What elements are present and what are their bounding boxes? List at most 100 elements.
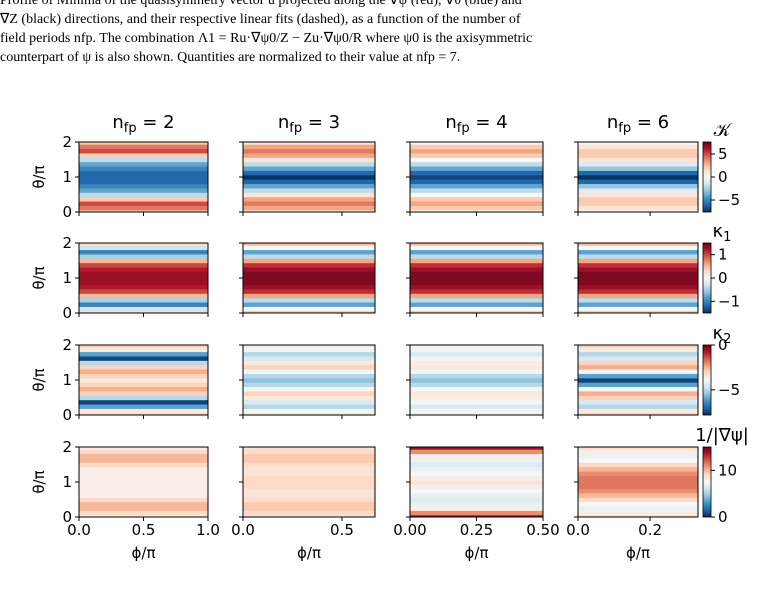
heatmap-band <box>578 497 698 503</box>
heatmap-band <box>79 306 208 312</box>
heatmap-band <box>410 408 543 414</box>
heatmap-band <box>578 360 698 366</box>
heatmap-band <box>243 258 375 264</box>
heatmap-band <box>578 306 698 312</box>
heatmap-band <box>410 293 543 299</box>
heatmap-band <box>578 399 698 405</box>
heatmap-band <box>243 506 375 511</box>
heatmap-band <box>79 284 208 290</box>
heatmap-band <box>410 245 543 251</box>
heatmap-band <box>243 166 375 171</box>
heatmap-band <box>79 364 208 370</box>
heatmap-band <box>410 395 543 401</box>
heatmap-band <box>243 404 375 409</box>
heatmap-band <box>243 275 375 281</box>
colorbar <box>702 446 712 518</box>
heatmap-band <box>410 369 543 374</box>
heatmap-band <box>243 412 375 416</box>
x-tick-label: 0.0 <box>67 521 91 539</box>
heatmap-band <box>410 412 543 416</box>
heatmap-band <box>578 174 698 180</box>
heatmap-band <box>578 148 698 154</box>
heatmap-band <box>578 245 698 251</box>
heatmap-band <box>243 369 375 374</box>
label-base: 1/|∇ψ| <box>695 425 749 446</box>
heatmap-band <box>79 355 208 361</box>
heatmap-band <box>578 267 698 272</box>
heatmap-band <box>79 382 208 388</box>
heatmap-band <box>243 196 375 202</box>
heatmap-band <box>578 253 698 259</box>
y-tick-label: 0 <box>62 304 72 322</box>
heatmap-band <box>410 157 543 163</box>
heatmap-band <box>410 484 543 490</box>
heatmap-band <box>578 284 698 290</box>
heatmap-band <box>243 192 375 198</box>
heatmap-band <box>79 192 208 198</box>
heatmap-band <box>410 201 543 206</box>
colorbar-tick-label: −1 <box>718 292 740 310</box>
heatmap-band <box>79 399 208 405</box>
heatmap-band <box>410 471 543 476</box>
heatmap-band <box>243 347 375 353</box>
heatmap-band <box>410 497 543 503</box>
heatmap-band <box>578 466 698 472</box>
heatmap-band <box>243 449 375 455</box>
heatmap-band <box>410 390 543 396</box>
heatmap-band <box>79 161 208 167</box>
heatmap-band <box>243 245 375 251</box>
heatmap-band <box>243 382 375 388</box>
heatmap-band <box>410 404 543 409</box>
heatmap-band <box>243 447 375 450</box>
title-eq: = 3 <box>302 112 340 133</box>
y-axis-label: θ/π <box>30 165 48 188</box>
heatmap-band <box>243 297 375 303</box>
heatmap-band <box>243 479 375 485</box>
heatmap-band <box>410 377 543 383</box>
heatmap-band <box>410 501 543 507</box>
heatmap-band <box>243 293 375 299</box>
heatmap-band <box>243 386 375 392</box>
heatmap-band <box>243 399 375 405</box>
heatmap-band <box>410 174 543 180</box>
heatmap-band <box>79 275 208 281</box>
heatmap-band <box>243 484 375 490</box>
heatmap-band <box>243 408 375 414</box>
heatmap-band <box>79 510 208 516</box>
heatmap-band <box>578 170 698 176</box>
heatmap-band <box>578 187 698 193</box>
heatmap-band <box>578 471 698 476</box>
heatmap-band <box>243 201 375 206</box>
title-base: n <box>278 112 289 133</box>
colorbar-tick-label: 5 <box>718 145 728 163</box>
heatmap-band <box>578 373 698 379</box>
heatmap-band <box>243 209 375 213</box>
heatmap-band <box>578 484 698 490</box>
heatmap-band <box>79 179 208 185</box>
heatmap-band <box>578 377 698 383</box>
heatmap-band <box>410 447 543 450</box>
heatmap-band <box>79 187 208 193</box>
heatmap-band <box>578 475 698 481</box>
x-tick-label: 0.0 <box>566 521 590 539</box>
title-base: n <box>112 112 123 133</box>
column-title: nfp = 6 <box>607 112 669 136</box>
heatmap-band <box>578 404 698 409</box>
heatmap-band <box>578 205 698 211</box>
x-tick-label: 0.5 <box>330 521 354 539</box>
heatmap-band <box>243 142 375 145</box>
x-tick-label: 0.50 <box>526 521 559 539</box>
heatmap-band <box>79 386 208 392</box>
x-axis-label: ϕ/π <box>132 544 156 562</box>
heatmap-band <box>410 196 543 202</box>
caption-line: ∇Z (black) directions, and their respect… <box>0 12 521 27</box>
title-eq: = 2 <box>137 112 175 133</box>
heatmap-band <box>243 475 375 481</box>
heatmap-band <box>578 142 698 145</box>
heatmap-band <box>578 457 698 463</box>
heatmap-band <box>410 399 543 405</box>
heatmap-band <box>410 284 543 290</box>
heatmap-band <box>243 148 375 154</box>
heatmap-band <box>410 306 543 312</box>
